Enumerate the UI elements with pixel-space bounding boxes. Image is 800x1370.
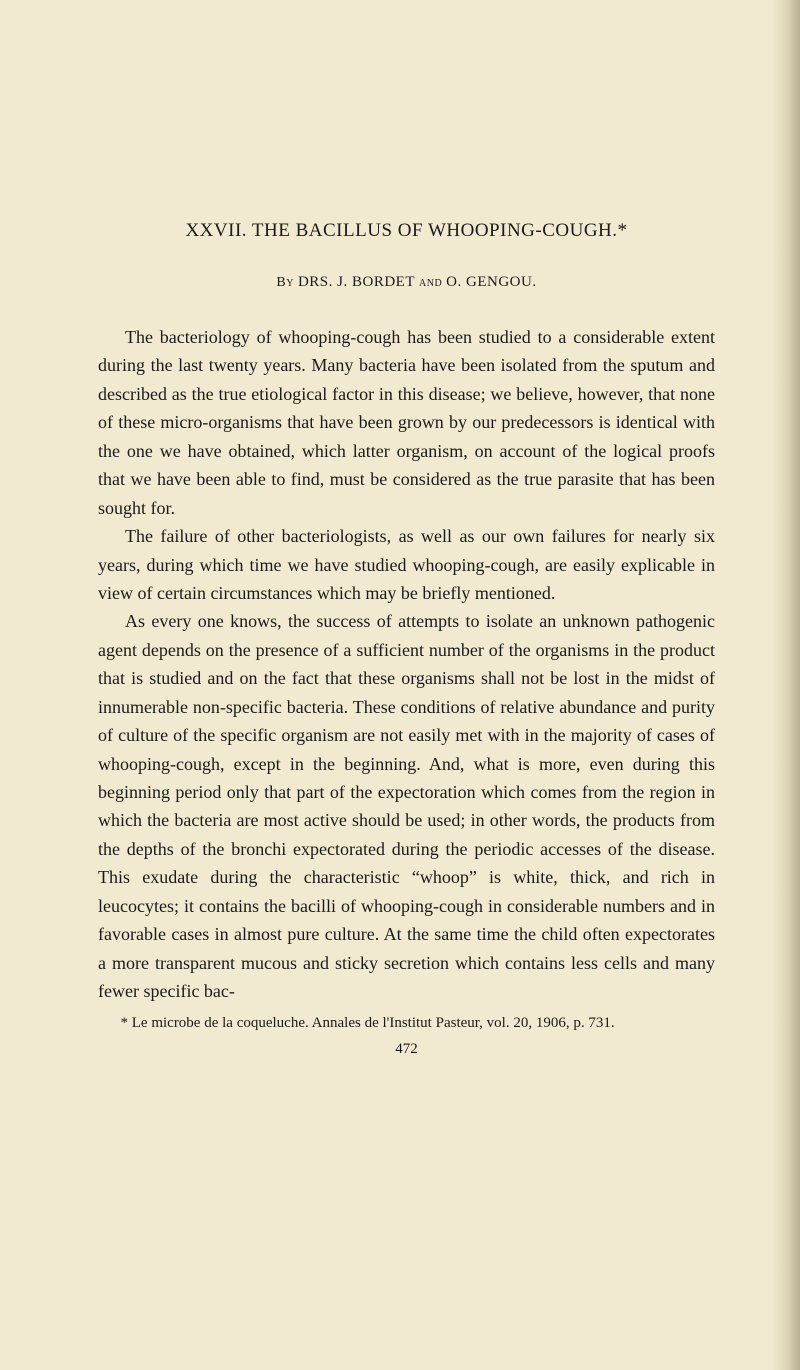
byline-prefix: By: [276, 275, 298, 290]
byline-authors: DRS. J. BORDET: [298, 274, 415, 290]
page-edge-shadow: [772, 0, 800, 1370]
paragraph-1: The bacteriology of whooping-cough has b…: [98, 323, 715, 522]
byline-conjunction: and: [415, 275, 446, 290]
paragraph-2: The failure of other bacteriologists, as…: [98, 522, 715, 607]
page-number: 472: [98, 1041, 715, 1058]
chapter-title: XXVII. THE BACILLUS OF WHOOPING-COUGH.*: [98, 220, 715, 242]
page-content: XXVII. THE BACILLUS OF WHOOPING-COUGH.* …: [0, 0, 800, 1108]
byline: By DRS. J. BORDET and O. GENGOU.: [98, 274, 715, 291]
paragraph-3: As every one knows, the success of attem…: [98, 607, 715, 1005]
body-text: The bacteriology of whooping-cough has b…: [98, 323, 715, 1006]
footnote: * Le microbe de la coqueluche. Annales d…: [98, 1012, 715, 1035]
byline-author2: O. GENGOU.: [446, 274, 536, 290]
